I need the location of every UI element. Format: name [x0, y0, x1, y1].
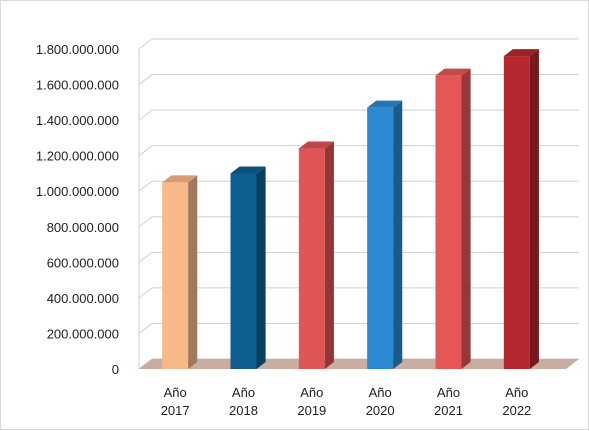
- x-tick-label: Año 2018: [229, 385, 258, 418]
- bar-año-2019: [298, 141, 334, 369]
- y-tick-label: 1.400.000.000: [36, 113, 119, 128]
- y-tick-label: 400.000.000: [47, 291, 119, 306]
- gridline-side: [138, 38, 153, 50]
- x-axis-ticks: Año 2017 Año 2018 Año 2019 Año 2020 Año 2021 Año 20…: [161, 385, 532, 418]
- gridline-side: [138, 216, 153, 228]
- bar-top: [230, 166, 266, 174]
- bar-front: [435, 75, 462, 370]
- x-tick-label: Año 2020: [366, 385, 395, 418]
- x-tick-label: Año 2019: [297, 385, 326, 418]
- gridline-side: [138, 145, 153, 157]
- y-tick-label: 1.800.000.000: [36, 42, 119, 57]
- bar-top: [298, 141, 334, 149]
- bar-top: [367, 100, 403, 108]
- bar-año-2021: [435, 68, 471, 370]
- gridline-side: [138, 180, 153, 192]
- y-tick-label: 0: [112, 362, 119, 377]
- bar-front: [503, 56, 530, 369]
- y-tick-label: 1.000.000.000: [36, 184, 119, 199]
- y-axis-ticks: 0 200.000.000 400.000.000 600.000.000 800.00…: [36, 42, 119, 377]
- bar-front: [298, 148, 325, 369]
- bar-top: [503, 49, 539, 57]
- bar-top: [435, 68, 471, 76]
- bars: [162, 49, 539, 370]
- bar-side: [393, 100, 403, 370]
- bar-side: [324, 141, 334, 369]
- gridline-side: [138, 287, 153, 299]
- bar-año-2020: [367, 100, 403, 370]
- y-tick-label: 800.000.000: [47, 220, 119, 235]
- y-tick-label: 1.200.000.000: [36, 149, 119, 164]
- bar-side: [461, 68, 471, 370]
- bar-front: [162, 182, 189, 369]
- bar-top: [162, 175, 198, 183]
- bar-front: [367, 107, 394, 370]
- x-tick-label: Año 2017: [161, 385, 190, 418]
- y-tick-label: 600.000.000: [47, 255, 119, 270]
- x-tick-label: Año 2021: [434, 385, 463, 418]
- gridline-side: [138, 74, 153, 85]
- x-tick-label: Año 2022: [502, 385, 531, 418]
- gridline-side: [138, 109, 153, 121]
- bar-side: [529, 49, 539, 369]
- gridline-side: [138, 251, 153, 263]
- bar-side: [256, 166, 266, 369]
- y-tick-label: 200.000.000: [47, 326, 119, 341]
- gridline-side: [138, 323, 153, 334]
- y-tick-label: 1.600.000.000: [36, 78, 119, 93]
- bar-año-2022: [503, 49, 539, 369]
- bar-front: [230, 173, 257, 369]
- bar-año-2018: [230, 166, 266, 369]
- bar-año-2017: [162, 175, 198, 369]
- bar-side: [188, 175, 198, 369]
